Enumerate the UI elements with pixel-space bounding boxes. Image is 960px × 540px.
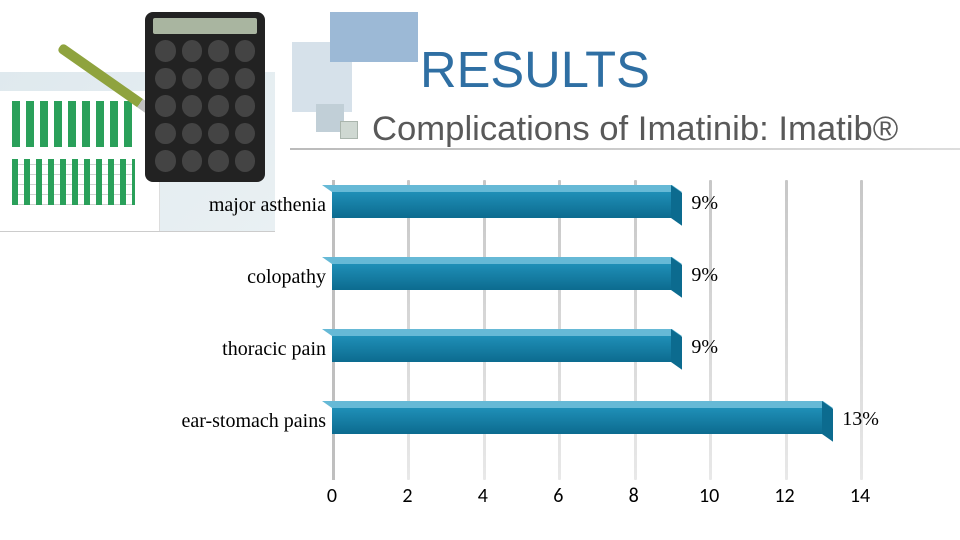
x-tick-label: 14 xyxy=(850,484,870,508)
complications-chart: 0 2 4 6 8 10 12 14 9% 9% 9% 13% major asthenia colop… xyxy=(180,180,900,520)
bar: 9% xyxy=(332,336,860,376)
page-title: RESULTS xyxy=(420,40,650,99)
value-label: 9% xyxy=(691,192,718,215)
x-tick-label: 4 xyxy=(478,484,488,508)
value-label: 9% xyxy=(691,264,718,287)
bar: 9% xyxy=(332,264,860,304)
calculator xyxy=(145,12,265,182)
bar: 13% xyxy=(332,408,860,448)
subtitle-row: Complications of Imatinib: Imatib® xyxy=(340,110,898,149)
x-tick-label: 2 xyxy=(402,484,412,508)
category-label: major asthenia xyxy=(180,194,326,217)
category-label: thoracic pain xyxy=(180,338,326,361)
gridline xyxy=(860,180,863,480)
x-tick-label: 0 xyxy=(327,484,337,508)
slide: RESULTS Complications of Imatinib: Imati… xyxy=(0,0,960,540)
paper-charts xyxy=(0,91,160,231)
x-tick-label: 8 xyxy=(629,484,639,508)
title-divider xyxy=(290,148,960,150)
x-tick-label: 12 xyxy=(774,484,794,508)
category-label: colopathy xyxy=(180,266,326,289)
chart-plot-area: 024681012149%9%9%13% xyxy=(332,180,860,480)
x-tick-label: 10 xyxy=(699,484,719,508)
value-label: 13% xyxy=(842,408,879,431)
subtitle: Complications of Imatinib: Imatib® xyxy=(372,110,898,149)
bar: 9% xyxy=(332,192,860,232)
deco-square-big xyxy=(330,12,418,62)
bullet-square-icon xyxy=(340,121,358,139)
category-label: ear-stomach pains xyxy=(180,410,326,433)
x-tick-label: 6 xyxy=(553,484,563,508)
value-label: 9% xyxy=(691,336,718,359)
